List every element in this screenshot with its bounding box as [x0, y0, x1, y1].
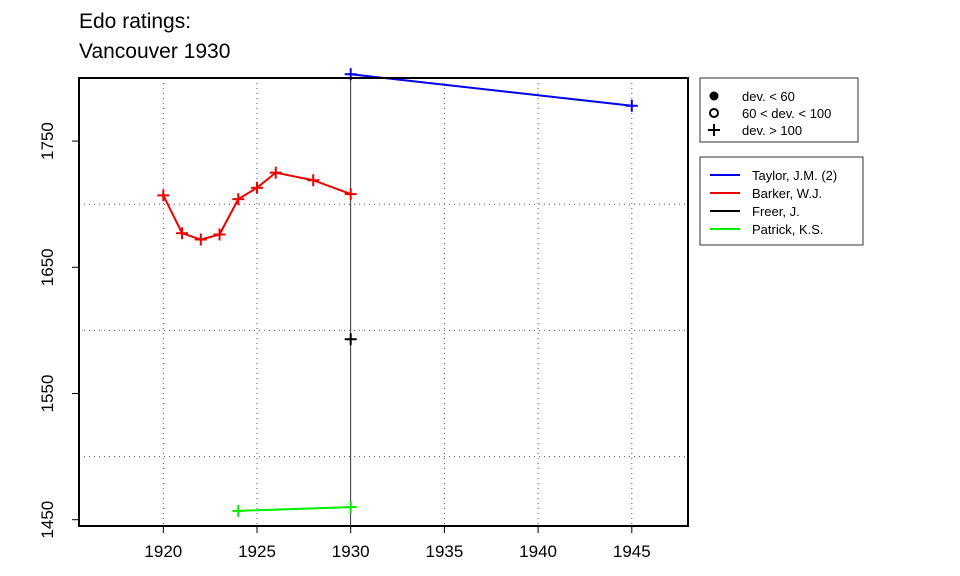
data-point [251, 181, 264, 194]
y-tick-label: 1450 [38, 501, 57, 539]
plot-frame [78, 77, 689, 527]
series-legend-label: Barker, W.J. [752, 186, 822, 201]
x-tick-label: 1940 [519, 542, 557, 561]
symbol-legend-label: 60 < dev. < 100 [742, 106, 831, 121]
data-point [269, 166, 282, 179]
plus-icon [708, 124, 720, 136]
data-point [344, 333, 357, 346]
series-legend-label: Patrick, K.S. [752, 222, 824, 237]
data-point [194, 233, 207, 246]
x-tick-label: 1925 [238, 542, 276, 561]
y-tick-label: 1650 [38, 248, 57, 286]
x-tick-label: 1935 [425, 542, 463, 561]
open-circle-icon [709, 108, 719, 118]
series-legend-label: Taylor, J.M. (2) [752, 168, 837, 183]
symbol-legend-label: dev. > 100 [742, 123, 802, 138]
y-tick-label: 1550 [38, 375, 57, 413]
data-point [157, 189, 170, 202]
series-legend-label: Freer, J. [752, 204, 800, 219]
x-tick-label: 1920 [144, 542, 182, 561]
data-point [307, 174, 320, 187]
data-point [232, 504, 245, 517]
data-point [344, 188, 357, 201]
data-point [232, 193, 245, 206]
series-legend-box [699, 156, 864, 246]
data-point [213, 228, 226, 241]
chart-title-line-2: Vancouver 1930 [79, 40, 231, 63]
data-point [176, 227, 189, 240]
symbol-legend-label: dev. < 60 [742, 89, 795, 104]
y-tick-label: 1750 [38, 122, 57, 160]
chart-title-line-1: Edo ratings: [79, 10, 192, 33]
filled-circle-icon [709, 91, 719, 101]
data-point [344, 501, 357, 514]
series-line [350, 73, 632, 107]
symbol-legend-box [699, 77, 859, 143]
x-tick-label: 1945 [613, 542, 651, 561]
x-tick-label: 1930 [332, 542, 370, 561]
series-line [238, 506, 351, 512]
data-point [625, 99, 638, 112]
